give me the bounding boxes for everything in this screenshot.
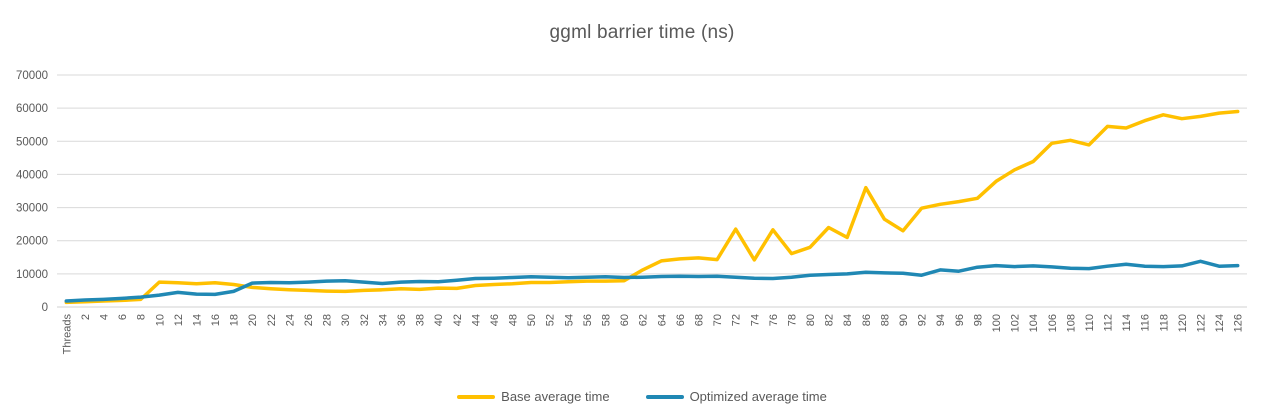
legend-label-optimized: Optimized average time [689,389,827,404]
x-tick-label: 36 [396,314,408,326]
x-tick-label: 106 [1047,314,1059,332]
x-tick-label: 2 [80,314,92,320]
x-tick-label: 68 [693,314,705,326]
x-tick-label: 14 [191,314,203,326]
x-tick-label: 120 [1177,314,1189,332]
x-tick-label: 6 [117,314,129,320]
x-tick-label: 18 [229,314,241,326]
x-tick-label: 44 [470,314,482,326]
y-tick-label: 40000 [16,169,48,181]
x-tick-label: 118 [1158,314,1170,332]
legend: Base average time Optimized average time [0,389,1284,404]
legend-item-base: Base average time [457,389,610,404]
x-tick-label: 94 [935,314,947,326]
x-tick-label: 34 [377,314,389,326]
x-tick-label: 52 [545,314,557,326]
x-tick-label: 12 [173,314,185,326]
x-tick-label: 80 [805,314,817,326]
x-tick-label: 28 [322,314,334,326]
x-tick-label: 4 [98,314,110,320]
x-tick-label: 42 [452,314,464,326]
optimized-series-line [64,259,1240,303]
x-tick-label: 90 [898,314,910,326]
y-tick-label: 60000 [16,103,48,115]
x-tick-label: 98 [972,314,984,326]
x-tick-label: 78 [786,314,798,326]
x-tick-label: 24 [284,314,296,326]
y-tick-label: 10000 [16,269,48,281]
x-tick-label: 70 [712,314,724,326]
x-tick-label: 88 [879,314,891,326]
x-tick-label: 32 [359,314,371,326]
x-tick-label: 56 [582,314,594,326]
x-tick-label: 10 [154,314,166,326]
y-tick-label: 20000 [16,236,48,248]
x-tick-label: 104 [1028,314,1040,332]
x-tick-label: 76 [768,314,780,326]
x-tick-label: 108 [1065,314,1077,332]
x-tick-label: 84 [842,314,854,326]
x-tick-label: 38 [415,314,427,326]
y-tick-label: 50000 [16,136,48,148]
x-tick-label: 92 [917,314,929,326]
legend-item-optimized: Optimized average time [645,389,827,404]
x-tick-label: 100 [991,314,1003,332]
x-tick-label: 20 [247,314,259,326]
x-tick-label: 114 [1121,314,1133,332]
y-tick-label: 70000 [16,70,48,82]
x-tick-label: 64 [656,314,668,326]
x-tick-label: 22 [266,314,278,326]
base-series-swatch [457,394,496,399]
x-tick-label: 122 [1196,314,1208,332]
x-tick-label: 30 [340,314,352,326]
optimized-series-swatch [645,394,684,399]
x-tick-label: 50 [526,314,538,326]
x-tick-label: 82 [824,314,836,326]
x-tick-label: 116 [1140,314,1152,332]
x-tick-label: 126 [1233,314,1245,332]
x-tick-label: 102 [1010,314,1022,332]
x-tick-label: 48 [508,314,520,326]
x-tick-label: 26 [303,314,315,326]
x-tick-label: 112 [1103,314,1115,332]
x-tick-label: 8 [136,314,148,320]
x-tick-label: 46 [489,314,501,326]
x-tick-label: 86 [861,314,873,326]
base-series-line [64,109,1240,305]
x-tick-label: 40 [433,314,445,326]
x-tick-label: 66 [675,314,687,326]
y-tick-label: 30000 [16,203,48,215]
x-tick-label: 58 [601,314,613,326]
chart-title: ggml barrier time (ns) [549,22,735,43]
y-tick-label: 0 [42,302,48,314]
x-tick-label: 124 [1214,314,1226,332]
legend-label-base: Base average time [501,389,610,404]
x-tick-label: 96 [954,314,966,326]
x-tick-label: Threads [61,314,73,355]
x-tick-label: 110 [1084,314,1096,332]
x-tick-label: 62 [638,314,650,326]
x-tick-label: 54 [563,314,575,326]
x-tick-label: 16 [210,314,222,326]
x-tick-label: 60 [619,314,631,326]
x-tick-label: 74 [749,314,761,326]
x-tick-label: 72 [731,314,743,326]
